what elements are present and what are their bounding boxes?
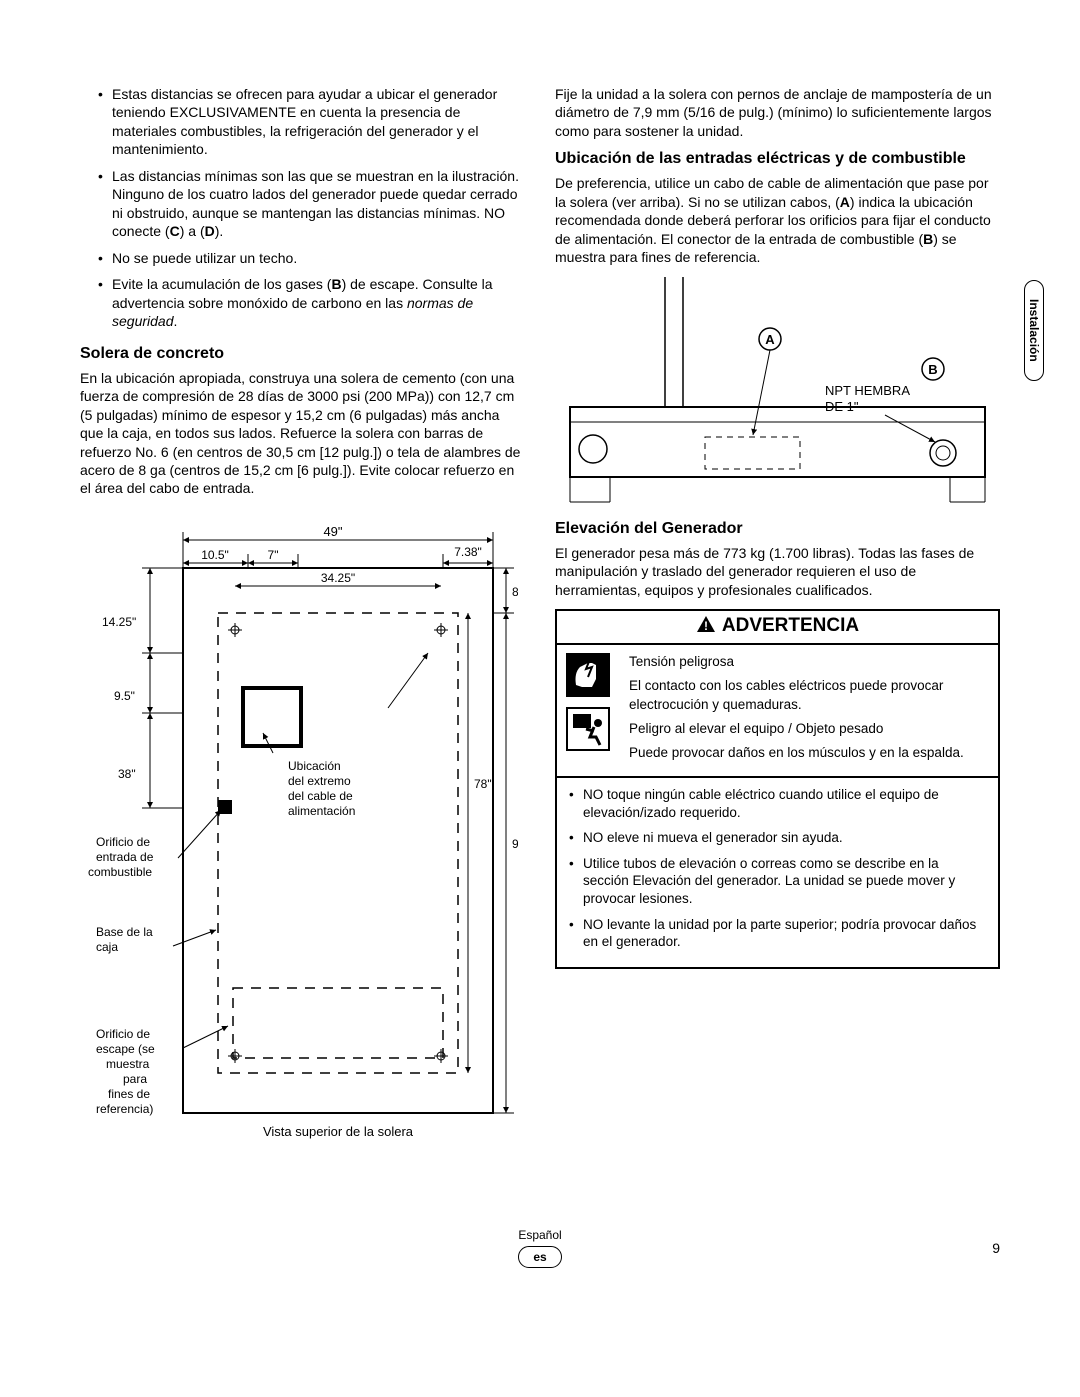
warn-bullet: NO levante la unidad por la parte superi… bbox=[569, 916, 986, 951]
bullet: Las distancias mínimas son las que se mu… bbox=[98, 167, 525, 241]
svg-text:escape (se: escape (se bbox=[96, 1042, 155, 1056]
warn-bullet: NO toque ningún cable eléctrico cuando u… bbox=[569, 786, 986, 821]
svg-text:Vista superior de la solera: Vista superior de la solera bbox=[262, 1124, 413, 1139]
svg-text:NPT HEMBRA: NPT HEMBRA bbox=[825, 383, 910, 398]
svg-text:8": 8" bbox=[512, 585, 518, 599]
shock-hand-icon bbox=[566, 653, 610, 697]
svg-text:muestra: muestra bbox=[106, 1057, 150, 1071]
svg-text:34.25": 34.25" bbox=[320, 571, 354, 585]
warn-bullet: NO eleve ni mueva el generador sin ayuda… bbox=[569, 829, 986, 847]
side-tab: Instalación bbox=[1024, 280, 1044, 381]
warn-p3: Peligro al elevar el equipo / Objeto pes… bbox=[629, 720, 988, 738]
bullet: Estas distancias se ofrecen para ayudar … bbox=[98, 85, 525, 159]
svg-text:del extremo: del extremo bbox=[288, 774, 351, 788]
svg-text:7.38": 7.38" bbox=[454, 545, 482, 559]
warning-triangle-icon: ! bbox=[696, 615, 716, 639]
warning-bullets: NO toque ningún cable eléctrico cuando u… bbox=[557, 778, 998, 966]
svg-text:para: para bbox=[123, 1072, 147, 1086]
heavy-lift-icon bbox=[566, 707, 610, 751]
right-intro: Fije la unidad a la solera con pernos de… bbox=[555, 85, 1000, 140]
svg-text:del cable de: del cable de bbox=[288, 789, 353, 803]
svg-text:9.5": 9.5" bbox=[114, 689, 135, 703]
svg-text:combustible: combustible bbox=[88, 865, 152, 879]
svg-text:94": 94" bbox=[512, 837, 518, 851]
heading-ubicacion: Ubicación de las entradas eléctricas y d… bbox=[555, 150, 1000, 168]
svg-text:78": 78" bbox=[474, 777, 492, 791]
warning-box: ! ADVERTENCIA Tensión peligrosa El conta… bbox=[555, 609, 1000, 968]
svg-text:49": 49" bbox=[323, 524, 342, 539]
heading-elevacion: Elevación del Generador bbox=[555, 520, 1000, 538]
footer: Español es bbox=[80, 1228, 1000, 1268]
svg-text:Orificio de: Orificio de bbox=[96, 1027, 150, 1041]
solera-body: En la ubicación apropiada, construya una… bbox=[80, 369, 525, 498]
diagram-entradas: A B NPT HEMBRA DE 1" bbox=[555, 277, 995, 507]
svg-text:entrada de: entrada de bbox=[96, 850, 154, 864]
heading-solera: Solera de concreto bbox=[80, 345, 525, 363]
svg-text:DE 1": DE 1" bbox=[825, 399, 859, 414]
warning-title: ! ADVERTENCIA bbox=[557, 611, 998, 645]
svg-text:7": 7" bbox=[267, 548, 278, 562]
svg-text:B: B bbox=[928, 362, 937, 377]
footer-lang-code: es bbox=[518, 1246, 561, 1268]
svg-text:caja: caja bbox=[96, 940, 118, 954]
intro-bullets: Estas distancias se ofrecen para ayudar … bbox=[80, 85, 525, 331]
diagram-solera: 49" 10.5" 7" 7.38" 34.25" 8" bbox=[88, 508, 518, 1148]
elevacion-body: El generador pesa más de 773 kg (1.700 l… bbox=[555, 544, 1000, 599]
svg-text:38": 38" bbox=[118, 767, 136, 781]
warn-p4: Puede provocar daños en los músculos y e… bbox=[629, 744, 988, 762]
svg-text:14.25": 14.25" bbox=[102, 615, 136, 629]
bullet: Evite la acumulación de los gases (B) de… bbox=[98, 275, 525, 330]
svg-text:alimentación: alimentación bbox=[288, 804, 355, 818]
svg-text:10.5": 10.5" bbox=[201, 548, 229, 562]
svg-text:fines de: fines de bbox=[108, 1087, 150, 1101]
svg-text:Base de la: Base de la bbox=[96, 925, 153, 939]
svg-text:Ubicación: Ubicación bbox=[288, 759, 341, 773]
warn-bullet: Utilice tubos de elevación o correas com… bbox=[569, 855, 986, 908]
page-number: 9 bbox=[992, 1240, 1000, 1256]
svg-text:!: ! bbox=[704, 619, 708, 633]
footer-lang-full: Español bbox=[80, 1228, 1000, 1242]
warn-p1: Tensión peligrosa bbox=[629, 653, 988, 671]
svg-text:referencia): referencia) bbox=[96, 1102, 153, 1116]
bullet: No se puede utilizar un techo. bbox=[98, 249, 525, 267]
svg-text:A: A bbox=[765, 332, 775, 347]
svg-text:Orificio de: Orificio de bbox=[96, 835, 150, 849]
warn-p2: El contacto con los cables eléctricos pu… bbox=[629, 677, 988, 713]
ubicacion-body: De preferencia, utilice un cabo de cable… bbox=[555, 174, 1000, 266]
